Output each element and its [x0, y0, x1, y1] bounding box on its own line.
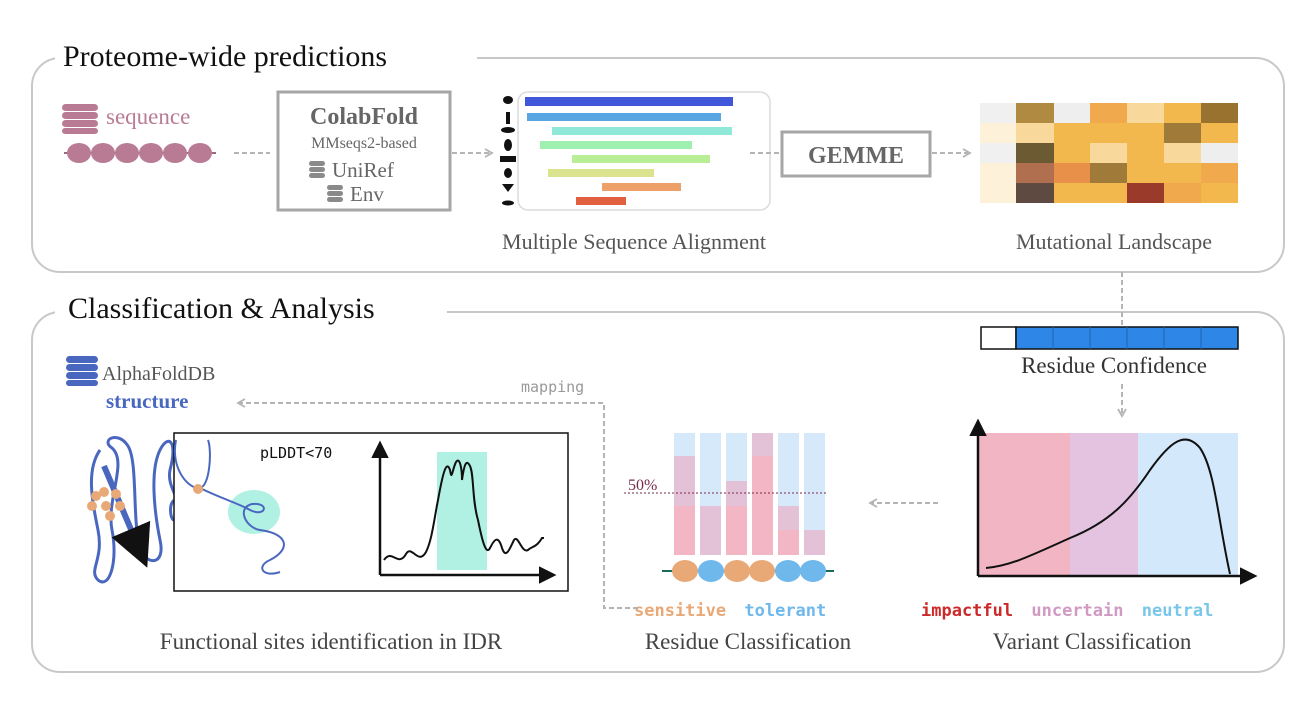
alphafold-db-label: AlphaFoldDB [102, 363, 215, 385]
organism-icon [504, 168, 512, 178]
bottom-panel-title: Classification & Analysis [68, 292, 375, 325]
msa-bar [525, 97, 733, 106]
organism-icon [504, 139, 512, 151]
msa-bar [576, 197, 626, 205]
bottom-title-mask [55, 290, 447, 330]
residue-caption: Residue Classification [645, 629, 852, 654]
organism-icon [506, 112, 510, 124]
residue-legend: sensitive tolerant [634, 601, 826, 621]
uncertain-region [1070, 433, 1138, 575]
top-title-mask [55, 36, 477, 76]
mapping-arrow [236, 398, 638, 609]
structure-label: structure [106, 389, 188, 413]
neutral-region [1138, 433, 1238, 575]
functional-caption: Functional sites identification in IDR [160, 629, 503, 654]
database-icon [309, 161, 325, 178]
organism-icon [503, 96, 513, 104]
landscape-caption: Mutational Landscape [1016, 229, 1212, 254]
msa-bar [548, 169, 654, 177]
plddt-plot [371, 440, 557, 584]
residue-chain [662, 560, 834, 582]
database-icon [327, 185, 343, 202]
colabfold-subtitle: MMseqs2-based [311, 135, 417, 152]
env-label: Env [350, 182, 384, 206]
mapping-label: mapping [521, 378, 584, 396]
organism-icon [502, 184, 514, 192]
sequence-database-icon [62, 104, 98, 134]
plddt-label: pLDDT<70 [260, 444, 332, 462]
msa-bar [602, 183, 681, 191]
tolerant-label: tolerant [744, 601, 826, 621]
variant-classification-plot [969, 418, 1258, 585]
sequence-residues [64, 143, 216, 163]
mutational-landscape-heatmap [980, 103, 1238, 203]
msa-bar [572, 155, 710, 163]
top-panel-frame [31, 57, 1285, 273]
impactful-label: impactful [921, 601, 1013, 621]
variant-caption: Variant Classification [993, 629, 1192, 654]
residue-confidence-bar [980, 326, 1239, 350]
gemme-label: GEMME [808, 143, 904, 169]
organism-icon [501, 127, 515, 133]
variant-legend: impactful uncertain neutral [921, 601, 1213, 621]
fifty-percent-label: 50% [628, 477, 657, 494]
sequence-label: sequence [106, 104, 190, 129]
top-panel-title: Proteome-wide predictions [63, 40, 387, 73]
msa-bar [552, 127, 732, 135]
bottom-panel-frame [31, 311, 1285, 673]
protein-structure [87, 436, 180, 584]
colabfold-box [276, 90, 452, 212]
msa-bars [525, 97, 733, 205]
gemme-box [780, 130, 932, 178]
msa-bar [540, 141, 692, 149]
neutral-label: neutral [1142, 601, 1214, 621]
impactful-region [978, 433, 1070, 575]
msa-bar [527, 113, 721, 121]
idr-strand [173, 439, 285, 575]
sensitive-label: sensitive [634, 601, 726, 621]
msa-caption: Multiple Sequence Alignment [502, 229, 766, 254]
organism-icon [500, 156, 516, 162]
plddt-curve [383, 459, 544, 561]
organism-icon-column [500, 96, 516, 206]
residue-confidence-label: Residue Confidence [1021, 353, 1207, 378]
organism-icon [502, 200, 514, 206]
msa-frame [517, 91, 771, 211]
uniref-label: UniRef [332, 158, 394, 182]
uncertain-label: uncertain [1031, 601, 1123, 621]
residue-classification-bars [674, 433, 825, 555]
variant-density-curve [985, 438, 1231, 575]
colabfold-title: ColabFold [310, 104, 419, 130]
alphafold-database-icon [66, 356, 98, 386]
